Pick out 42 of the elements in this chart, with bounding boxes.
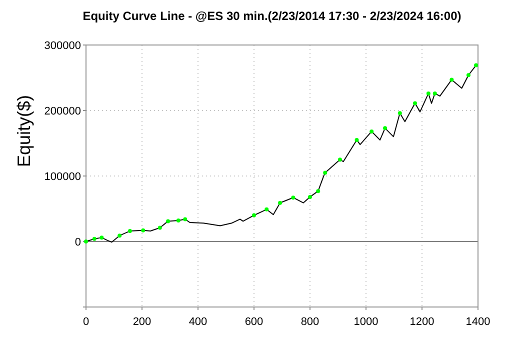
x-tick-label: 0 [82, 316, 90, 328]
point [354, 138, 359, 142]
y-tick-label: 100000 [44, 171, 81, 183]
point [166, 219, 170, 224]
point [141, 228, 146, 232]
point [383, 126, 388, 130]
point [316, 189, 320, 194]
point [158, 226, 162, 230]
point [264, 207, 269, 212]
point [466, 73, 470, 78]
x-tick-label: 200 [132, 316, 152, 328]
point [323, 170, 328, 175]
chart-title: Equity Curve Line - @ES 30 min.(2/23/2014 17:30 - 2/23/2024 16:00) [82, 9, 462, 23]
x-tick-label: 1000 [354, 316, 378, 328]
x-tick-label: 400 [188, 316, 208, 328]
point [128, 229, 132, 234]
point [338, 158, 342, 162]
point [252, 213, 256, 218]
point [432, 91, 437, 96]
line-series [86, 64, 477, 243]
point [118, 234, 122, 238]
x-tick-label: 1400 [466, 316, 490, 328]
point [291, 196, 296, 200]
point [176, 218, 180, 223]
point [370, 129, 374, 134]
point [398, 111, 402, 116]
point [183, 217, 188, 222]
point [474, 63, 478, 68]
y-axis-title: Equity($) [14, 94, 34, 168]
point [278, 200, 282, 205]
point [426, 91, 430, 96]
point [413, 101, 417, 106]
point [100, 236, 104, 240]
y-tick-label: 300000 [44, 40, 81, 52]
x-tick-label: 600 [244, 316, 264, 328]
y-tick-label: 200000 [44, 106, 81, 118]
point [92, 236, 96, 241]
point [450, 78, 454, 82]
x-tick-label: 800 [300, 316, 320, 328]
x-tick-label: 1200 [410, 316, 434, 328]
y-tick-label: 0 [74, 236, 81, 248]
point [308, 194, 312, 199]
